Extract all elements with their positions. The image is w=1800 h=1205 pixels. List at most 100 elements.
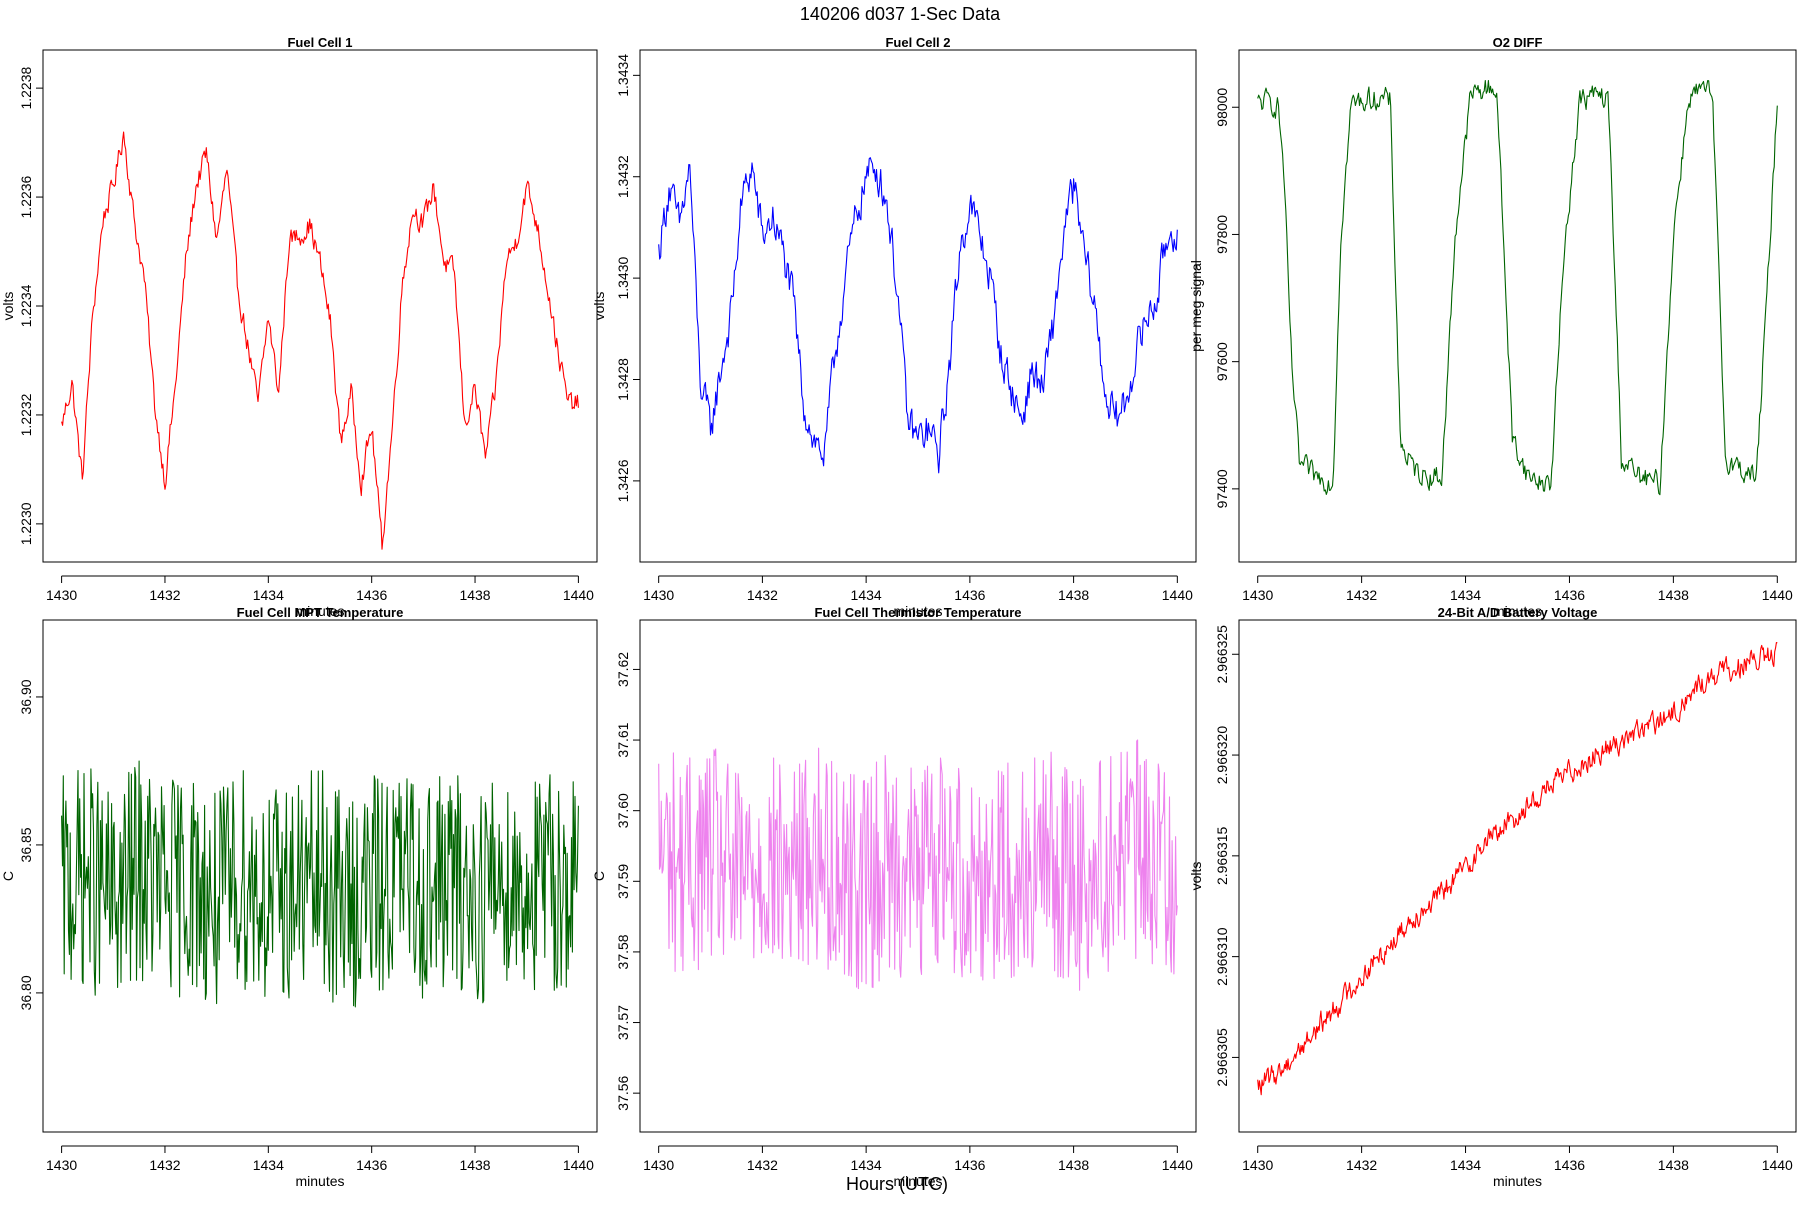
x-axis-label-4: minutes [295,1173,344,1189]
x-tick-label-5-1: 1432 [747,1157,778,1173]
y-tick-label-2-4: 1.3434 [615,54,631,97]
x-axis-label-5: minutes [893,1173,942,1189]
y-axis-label-6: volts [1188,862,1204,891]
y-tick-label-2-0: 1.3426 [615,459,631,502]
y-tick-label-1-2: 1.2234 [18,284,34,327]
x-tick-label-4-2: 1434 [253,1157,284,1173]
x-tick-label-6-4: 1438 [1658,1157,1689,1173]
x-axis-label-2: minutes [893,603,942,619]
x-tick-label-4-3: 1436 [356,1157,387,1173]
y-tick-label-1-1: 1.2232 [18,393,34,436]
series-line-5 [658,739,1178,991]
x-tick-label-6-2: 1434 [1450,1157,1481,1173]
x-tick-label-1-2: 1434 [253,587,284,603]
x-tick-label-1-3: 1436 [356,587,387,603]
y-tick-label-4-2: 36.90 [18,679,34,714]
y-tick-label-6-1: 2.966310 [1214,927,1230,986]
series-line-1 [61,131,579,550]
x-tick-label-2-5: 1440 [1162,587,1193,603]
x-tick-label-4-1: 1432 [149,1157,180,1173]
y-axis-label-3: per meg signal [1188,260,1204,352]
y-tick-label-1-3: 1.2236 [18,175,34,218]
chart-panel-6: 24-Bit A/D Battery Voltage 1430 1432 1434 14… [1188,605,1797,1189]
x-axis-label-3: minutes [1493,603,1542,619]
y-tick-label-6-2: 2.966315 [1214,826,1230,885]
y-axis-label-5: C [591,871,607,881]
y-axis-label-1: volts [0,292,16,321]
chart-panels: Fuel Cell 1 1430 1432 1434 1436 1438 1440 minut… [0,35,1797,1189]
y-tick-label-2-2: 1.3430 [615,256,631,299]
y-axis-label-4: C [0,871,16,881]
x-tick-label-3-3: 1436 [1554,587,1585,603]
x-tick-label-5-2: 1434 [851,1157,882,1173]
y-tick-label-3-2: 97800 [1214,215,1230,254]
x-tick-label-3-5: 1440 [1762,587,1793,603]
x-tick-label-4-4: 1438 [459,1157,490,1173]
panel-title-1: Fuel Cell 1 [287,35,352,50]
x-tick-label-3-4: 1438 [1658,587,1689,603]
panel-title-3: O2 DIFF [1493,35,1543,50]
panel-title-5: Fuel Cell Thermistor Temperature [814,605,1021,620]
chart-panel-3: O2 DIFF 1430 1432 1434 1436 1438 1440 minutes 97… [1188,35,1797,619]
y-tick-label-1-0: 1.2230 [18,502,34,545]
x-tick-label-3-1: 1432 [1346,587,1377,603]
series-line-3 [1257,80,1778,496]
y-tick-label-5-1: 37.57 [615,1005,631,1040]
y-tick-label-3-1: 97600 [1214,342,1230,381]
chart-panel-5: Fuel Cell Thermistor Temperature 1430 1432… [591,605,1197,1189]
x-tick-label-1-4: 1438 [459,587,490,603]
chart-panel-1: Fuel Cell 1 1430 1432 1434 1436 1438 1440 minut… [0,35,598,619]
y-tick-label-5-5: 37.61 [615,722,631,757]
y-tick-label-5-0: 37.56 [615,1075,631,1110]
x-tick-label-6-5: 1440 [1762,1157,1793,1173]
x-tick-label-4-0: 1430 [46,1157,77,1173]
y-tick-label-5-2: 37.58 [615,934,631,969]
y-tick-label-5-3: 37.59 [615,864,631,899]
chart-panel-2: Fuel Cell 2 1430 1432 1434 1436 1438 1440 minut… [591,35,1197,619]
panel-title-4: Fuel Cell MPT Temperature [237,605,404,620]
y-tick-label-6-3: 2.966320 [1214,726,1230,785]
x-tick-label-3-0: 1430 [1242,587,1273,603]
x-tick-label-2-4: 1438 [1058,587,1089,603]
y-tick-label-3-0: 97400 [1214,469,1230,508]
x-tick-label-3-2: 1434 [1450,587,1481,603]
x-tick-label-5-0: 1430 [643,1157,674,1173]
x-tick-label-5-5: 1440 [1162,1157,1193,1173]
x-tick-label-4-5: 1440 [563,1157,594,1173]
y-tick-label-1-4: 1.2238 [18,67,34,110]
x-tick-label-2-1: 1432 [747,587,778,603]
x-tick-label-5-4: 1438 [1058,1157,1089,1173]
x-tick-label-2-2: 1434 [851,587,882,603]
y-tick-label-2-3: 1.3432 [615,155,631,198]
y-tick-label-2-1: 1.3428 [615,358,631,401]
x-tick-label-1-1: 1432 [149,587,180,603]
series-line-2 [658,157,1178,474]
x-tick-label-2-3: 1436 [954,587,985,603]
x-tick-label-1-5: 1440 [563,587,594,603]
y-tick-label-5-4: 37.60 [615,793,631,828]
panel-title-6: 24-Bit A/D Battery Voltage [1438,605,1598,620]
series-line-4 [61,760,579,1008]
figure-title: 140206 d037 1-Sec Data [800,4,1001,24]
y-axis-label-2: volts [591,292,607,321]
x-axis-label-6: minutes [1493,1173,1542,1189]
panel-title-2: Fuel Cell 2 [885,35,950,50]
y-tick-label-6-0: 2.966305 [1214,1028,1230,1087]
y-tick-label-4-0: 36.80 [18,975,34,1010]
figure-xlabel: Hours (UTC) [846,1174,948,1194]
series-line-6 [1257,641,1778,1096]
y-tick-label-3-3: 98000 [1214,88,1230,127]
x-tick-label-6-0: 1430 [1242,1157,1273,1173]
x-axis-label-1: minutes [295,603,344,619]
y-tick-label-6-4: 2.966325 [1214,625,1230,684]
y-tick-label-5-6: 37.62 [615,652,631,687]
x-tick-label-5-3: 1436 [954,1157,985,1173]
chart-panel-4: Fuel Cell MPT Temperature 1430 1432 1434 143… [0,605,598,1189]
x-tick-label-2-0: 1430 [643,587,674,603]
y-tick-label-4-1: 36.85 [18,827,34,862]
x-tick-label-6-1: 1432 [1346,1157,1377,1173]
x-tick-label-1-0: 1430 [46,587,77,603]
x-tick-label-6-3: 1436 [1554,1157,1585,1173]
